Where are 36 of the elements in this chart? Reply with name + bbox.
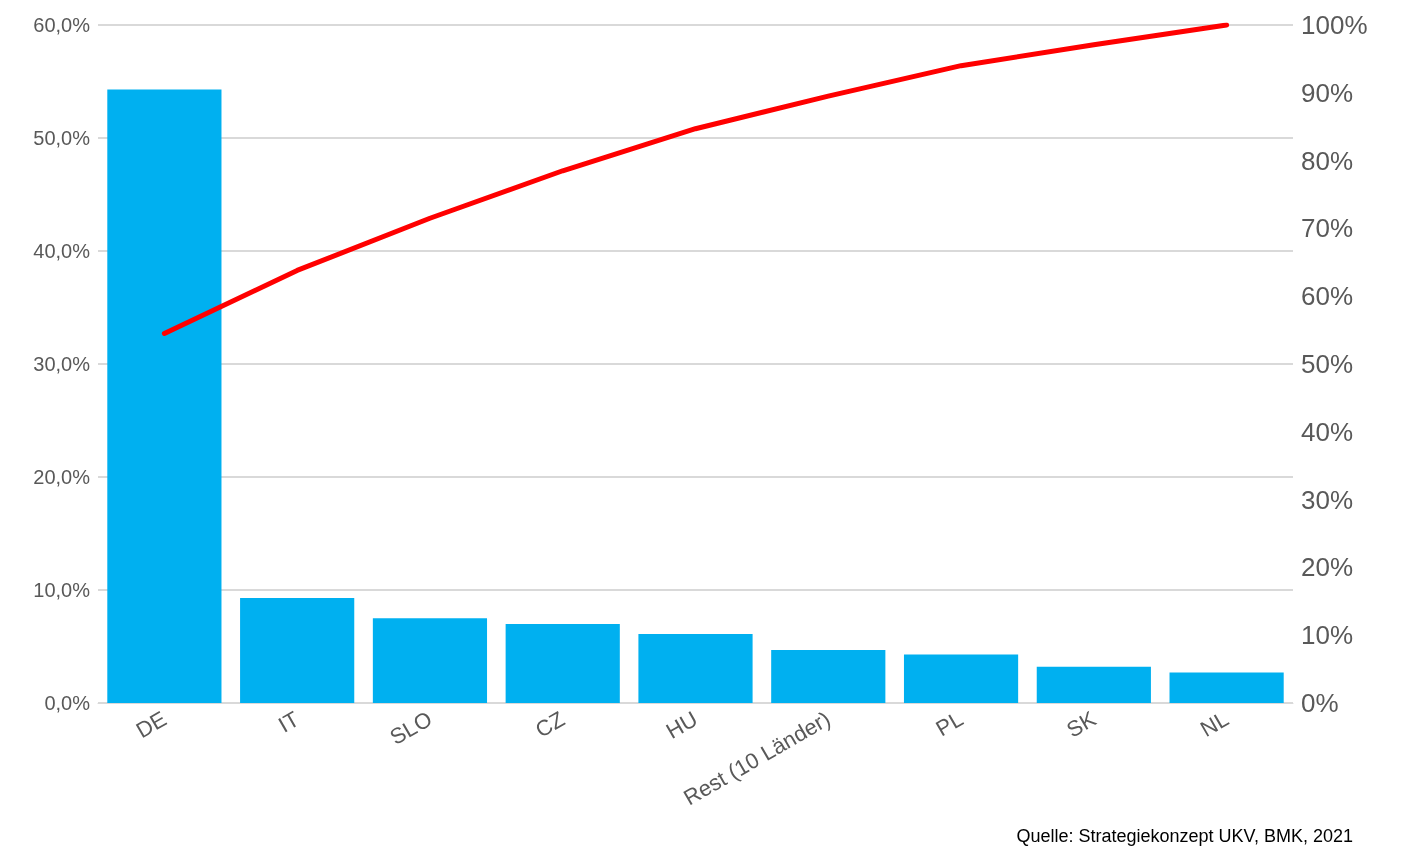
x-tick-label: NL <box>1196 706 1233 742</box>
y-tick-label: 10,0% <box>33 579 91 601</box>
y-tick-label: 0,0% <box>44 692 91 714</box>
bar <box>372 618 488 703</box>
y-tick-label: 50,0% <box>33 127 91 149</box>
bar <box>107 89 222 703</box>
y2-tick-label: 70% <box>1301 213 1354 244</box>
y2-tick-label: 0% <box>1301 688 1339 718</box>
x-tick-label: HU <box>661 706 702 744</box>
y-tick-label: 40,0% <box>33 240 91 262</box>
y2-tick-label: 100% <box>1301 10 1368 40</box>
x-tick-label: SK <box>1062 706 1101 743</box>
x-tick-label: PL <box>931 706 968 742</box>
y-tick-label: 30,0% <box>33 353 91 375</box>
bar <box>240 597 355 703</box>
x-tick-label: SLO <box>385 706 437 750</box>
x-tick-label: DE <box>131 706 171 744</box>
y2-tick-label: 10% <box>1301 620 1354 651</box>
bar <box>903 654 1019 703</box>
y2-tick-label: 80% <box>1301 145 1354 176</box>
y-tick-label: 20,0% <box>33 466 91 488</box>
y-tick-label: 60,0% <box>33 14 91 36</box>
bar <box>771 649 886 703</box>
bar <box>505 623 620 703</box>
bar <box>638 634 753 703</box>
source-note: Quelle: Strategiekonzept UKV, BMK, 2021 <box>1016 826 1354 846</box>
y2-tick-label: 40% <box>1301 416 1354 447</box>
y2-tick-label: 20% <box>1301 552 1354 583</box>
bar <box>1169 672 1284 703</box>
y2-tick-label: 90% <box>1301 77 1354 108</box>
y2-tick-label: 30% <box>1301 484 1354 515</box>
x-tick-label: IT <box>273 706 304 738</box>
bar <box>1036 666 1151 703</box>
y2-tick-label: 50% <box>1301 349 1354 379</box>
y2-tick-label: 60% <box>1301 281 1354 312</box>
x-tick-label: CZ <box>531 706 569 743</box>
